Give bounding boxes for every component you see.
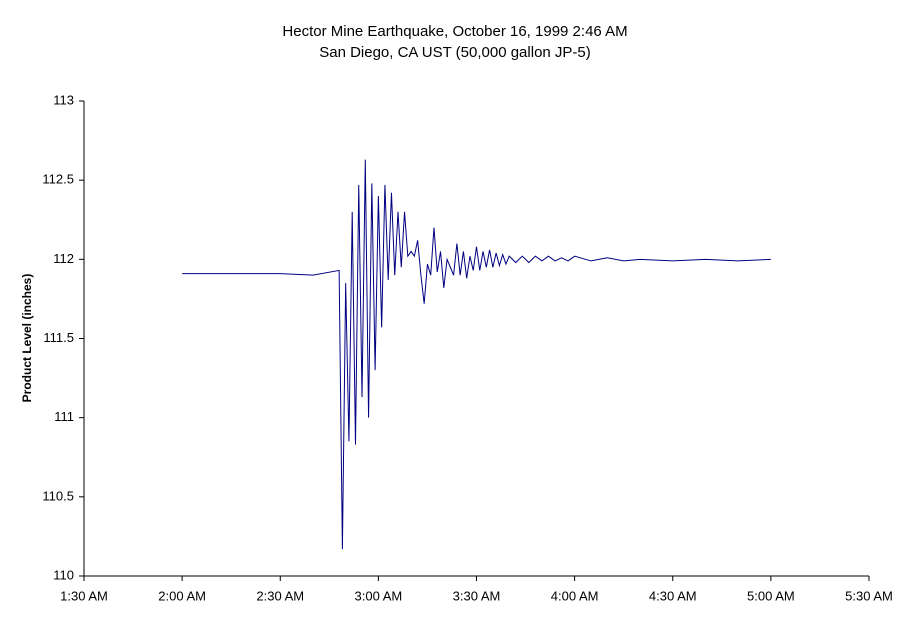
y-tick-label: 110 [53,567,74,582]
x-tick-label: 4:00 AM [551,588,599,603]
x-tick-label: 3:00 AM [355,588,403,603]
x-tick-label: 2:00 AM [158,588,206,603]
y-tick-label: 112 [53,251,74,266]
data-line [182,159,771,550]
chart-title: Hector Mine Earthquake, October 16, 1999… [282,23,627,40]
chart-subtitle: San Diego, CA UST (50,000 gallon JP-5) [319,44,591,61]
x-tick-label: 4:30 AM [649,588,697,603]
y-tick-label: 112.5 [42,172,74,187]
y-axis-title: Product Level (inches) [20,274,34,403]
x-tick-label: 3:30 AM [453,588,501,603]
x-tick-label: 2:30 AM [256,588,304,603]
y-tick-label: 113 [53,92,74,107]
y-tick-label: 111.5 [43,330,74,345]
y-tick-label: 111 [54,409,74,424]
x-tick-label: 5:30 AM [845,588,893,603]
x-tick-label: 5:00 AM [747,588,795,603]
x-tick-label: 1:30 AM [60,588,108,603]
y-tick-label: 110.5 [42,488,74,503]
